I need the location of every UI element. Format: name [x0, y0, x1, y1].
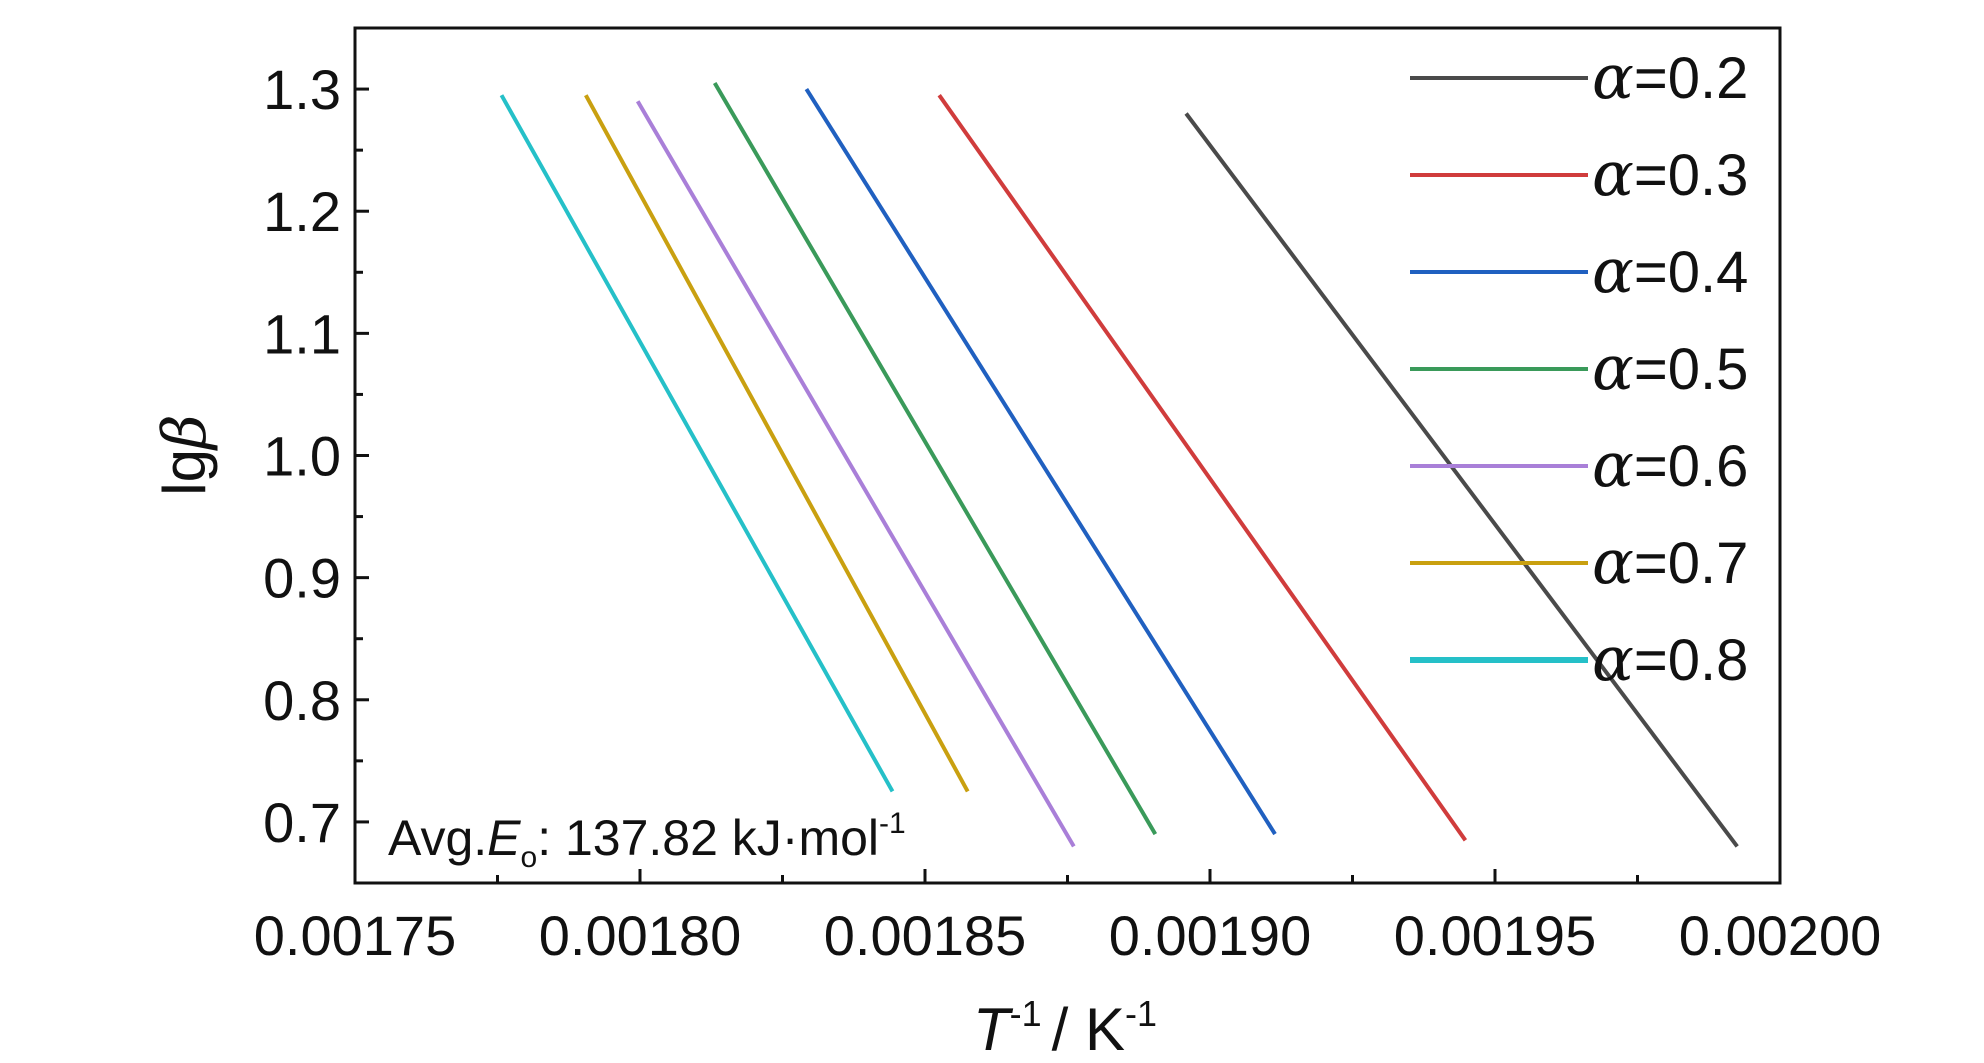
y-axis-title-prefix: lg: [151, 449, 218, 496]
legend-entry-value: =0.8: [1634, 628, 1749, 693]
y-tick-label: 1.1: [263, 302, 341, 365]
x-axis: 0.00175 0.00180 0.00185 0.00190 0.00195 0.002…: [254, 869, 1881, 967]
annotation-prefix: Avg.: [388, 810, 487, 866]
plot-frame: [353, 26, 1782, 885]
x-tick-label: 0.00175: [254, 904, 456, 967]
y-axis: 0.7 0.8 0.9 1.0 1.1 1.2 1.3: [263, 58, 369, 854]
y-tick-label: 0.8: [263, 669, 341, 732]
y-tick-label: 0.7: [263, 791, 341, 854]
legend-entry: α=0.4: [1592, 234, 1748, 307]
x-axis-title: T-1/ K-1: [973, 993, 1157, 1063]
y-axis-title-symbol: β: [150, 414, 220, 451]
series-lines: [499, 81, 1739, 848]
annotation-sub: o: [521, 841, 538, 874]
x-tick-label: 0.00195: [1394, 904, 1596, 967]
series-line: [584, 94, 970, 793]
x-axis-title-sup: -1: [1010, 993, 1042, 1034]
legend-entry-symbol: α: [1592, 331, 1634, 404]
legend-entry-value: =0.2: [1634, 46, 1749, 111]
legend-entry: α=0.7: [1592, 525, 1748, 598]
annotation-avg-energy: Avg.Eo: 137.82 kJ·mol-1: [388, 807, 906, 874]
legend-entry: α=0.5: [1592, 331, 1748, 404]
x-tick-label: 0.00190: [1109, 904, 1311, 967]
series-line: [804, 88, 1277, 836]
x-tick-label: 0.00180: [539, 904, 741, 967]
legend-entry-value: =0.6: [1634, 434, 1749, 499]
y-axis-title: lgβ: [150, 414, 220, 495]
series-line: [712, 81, 1158, 836]
legend-entry-value: =0.5: [1634, 337, 1749, 402]
x-axis-title-symbol: T: [973, 996, 1014, 1063]
x-axis-title-unit-sup: -1: [1125, 993, 1157, 1034]
legend-entry-symbol: α: [1592, 428, 1634, 501]
x-tick-label: 0.00185: [824, 904, 1026, 967]
legend-entry: α=0.6: [1592, 428, 1748, 501]
annotation-sup: -1: [879, 807, 906, 840]
legend-entry-value: =0.7: [1634, 531, 1749, 596]
legend-entry: α=0.8: [1592, 622, 1748, 695]
x-tick-label: 0.00200: [1679, 904, 1881, 967]
y-tick-label: 1.2: [263, 180, 341, 243]
legend-entry-value: =0.3: [1634, 143, 1749, 208]
legend-entry-symbol: α: [1592, 622, 1634, 695]
annotation-symbol: E: [487, 810, 521, 866]
y-tick-label: 0.9: [263, 547, 341, 610]
series-line: [499, 94, 895, 793]
legend-entry-value: =0.4: [1634, 240, 1749, 305]
legend-entry-symbol: α: [1592, 137, 1634, 210]
series-line: [937, 94, 1468, 842]
legend-entry: α=0.2: [1592, 40, 1748, 113]
annotation-value: : 137.82 kJ·mol: [537, 810, 879, 866]
y-tick-label: 1.3: [263, 58, 341, 121]
legend-entry-symbol: α: [1592, 525, 1634, 598]
series-line: [1184, 112, 1739, 848]
legend-entry-symbol: α: [1592, 40, 1634, 113]
series-line: [635, 100, 1076, 848]
legend-entry-symbol: α: [1592, 234, 1634, 307]
legend-entry: α=0.3: [1592, 137, 1748, 210]
legend: α=0.2α=0.3α=0.4α=0.5α=0.6α=0.7α=0.8: [1410, 40, 1748, 695]
x-axis-title-unit: / K: [1052, 996, 1125, 1063]
y-tick-label: 1.0: [263, 425, 341, 488]
